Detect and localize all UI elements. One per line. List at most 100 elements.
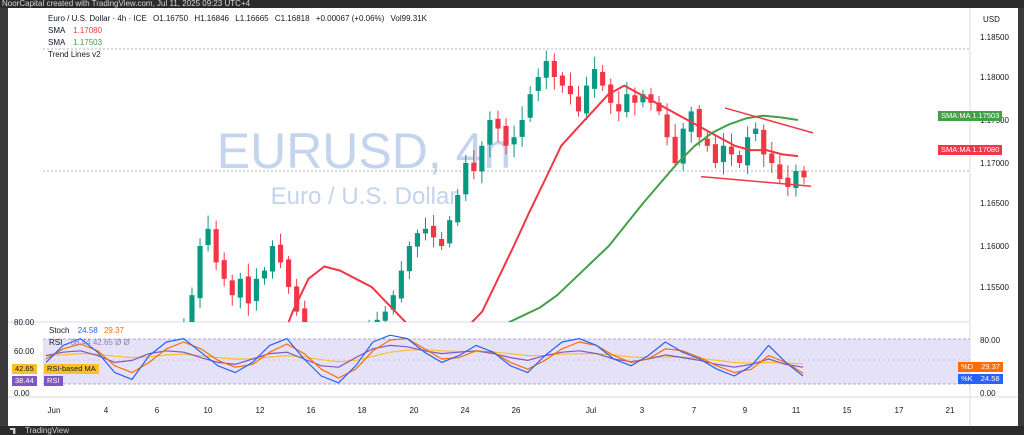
trend-lines-name: Trend Lines v2 (48, 50, 101, 59)
price-chart[interactable]: EURUSD, 4h Euro / U.S. Dollar USD 1.1850… (8, 8, 1018, 426)
snapshot-header: NoorCapital created with TradingView.com… (0, 0, 1024, 8)
price-tick-label: 1.18000 (980, 73, 1009, 82)
candle-body (430, 225, 437, 238)
candle-body (559, 75, 565, 86)
candle-body (583, 85, 590, 114)
stoch-k-tag-label: %K (961, 374, 973, 383)
candle-body (761, 129, 767, 155)
symbol-title[interactable]: Euro / U.S. Dollar · 4h · ICE (48, 14, 147, 23)
candle-body (543, 61, 549, 78)
stoch-legend[interactable]: Stoch 24.58 29.37 (49, 326, 124, 335)
candle-body (229, 280, 235, 296)
osc-tick-60: 60.00 (14, 347, 35, 356)
candle-body (648, 94, 654, 103)
stoch-k-tag: %K 24.58 (958, 374, 1003, 384)
stoch-k-line (45, 334, 804, 384)
candle-body (261, 270, 268, 279)
rsi-left-tag: 38.44 (12, 376, 37, 386)
time-axis-label: 4 (104, 406, 109, 415)
high-value: H1.16846 (194, 14, 230, 23)
candle-body (245, 276, 251, 304)
candle-body (205, 228, 211, 245)
stoch-d-tag-value: 29.37 (981, 362, 1000, 371)
osc-right-tick-0: 0.00 (980, 389, 996, 398)
sma-fast-legend[interactable]: SMA 1.17080 (48, 26, 102, 35)
candle-body (479, 145, 485, 172)
rsi-ma-left-value: 42.65 (15, 364, 34, 373)
snapshot-header-text: NoorCapital created with TradingView.com… (2, 0, 251, 8)
price-axis-currency: USD (983, 15, 1000, 24)
candle-body (511, 137, 517, 145)
candle-body (487, 120, 493, 145)
candle-body (109, 385, 114, 394)
candle-body (237, 278, 243, 298)
watermark-name: Euro / U.S. Dollar (271, 183, 458, 210)
stoch-d-value: 29.37 (103, 326, 124, 335)
candle-body (269, 246, 276, 272)
indicator-lines-group (287, 84, 814, 322)
candle-body (302, 308, 308, 322)
candle-body (640, 94, 646, 103)
candle-body (736, 155, 743, 163)
price-axis-ticks: 1.185001.180001.175001.170001.165001.160… (980, 33, 1009, 292)
tradingview-brand: TradingView (25, 426, 70, 435)
rsi-legend[interactable]: RSI 38.44 42.65 Ø Ø (49, 338, 130, 347)
candle-body (600, 71, 606, 86)
candle-body (624, 94, 630, 113)
stoch-k-tag-value: 24.58 (980, 374, 1000, 383)
time-axis-label: 17 (895, 406, 904, 415)
time-axis-label: 18 (358, 406, 367, 415)
candle-body (463, 163, 469, 195)
candle-body (359, 336, 364, 337)
sma-slow-legend[interactable]: SMA 1.17503 (48, 38, 102, 47)
time-axis-label: 9 (743, 406, 748, 415)
candle-body (414, 233, 421, 247)
trend-lines-legend[interactable]: Trend Lines v2 (48, 50, 101, 59)
price-tick-label: 1.18500 (980, 33, 1009, 42)
time-axis-label: 16 (307, 406, 316, 415)
time-axis-label: 3 (640, 406, 645, 415)
tradingview-footer: TradingView (0, 426, 1024, 435)
osc-right-tick-80: 80.00 (980, 336, 1001, 345)
oscillator-band (43, 339, 970, 384)
close-value: C1.16818 (274, 14, 310, 23)
candle-body (656, 102, 662, 112)
rsi-legend-values: 38.44 42.65 Ø Ø (70, 338, 130, 347)
candle-body (672, 136, 678, 163)
time-axis-label: 20 (410, 406, 419, 415)
candle-body (406, 246, 412, 272)
time-axis-label: Jul (586, 406, 596, 415)
sma-fast-name: SMA (48, 26, 65, 35)
sma-slow-name: SMA (48, 38, 65, 47)
time-axis-label: 21 (946, 406, 955, 415)
sma-fast-value: 1.17080 (73, 26, 103, 35)
candle-body (785, 177, 791, 187)
candle-body (213, 229, 219, 263)
time-axis-labels: Jun 4 6 10 12 16 18 20 24 26 Jul 3 7 9 11 15 17 21 (48, 406, 955, 415)
price-tick-label: 1.15500 (980, 283, 1009, 292)
candle-body (753, 128, 759, 135)
chart-frame: EURUSD, 4h Euro / U.S. Dollar USD 1.1850… (8, 8, 1018, 426)
change-value: +0.00067 (+0.06%) (315, 14, 385, 23)
sma-slow-line (507, 114, 799, 322)
trend-line-lower (700, 175, 812, 187)
time-axis-label: 11 (792, 406, 801, 415)
candle-body (286, 259, 292, 287)
candle-body (527, 94, 533, 118)
candle-body (221, 260, 227, 279)
open-value: O1.16750 (152, 14, 189, 23)
rsi-line (45, 344, 804, 368)
candle-body (455, 195, 461, 223)
rsi-name: RSI (49, 338, 63, 347)
sma-fast-line (287, 84, 799, 322)
time-axis-label: 26 (512, 406, 521, 415)
candle-body (801, 170, 807, 178)
candle-body (632, 95, 638, 103)
candle-body (277, 244, 284, 263)
stoch-name: Stoch (49, 326, 70, 335)
candle-body (696, 108, 702, 138)
trend-line-upper (724, 107, 814, 134)
candle-body (390, 295, 396, 310)
candle-body (367, 328, 372, 339)
volume-value: Vol99.31K (390, 14, 428, 23)
